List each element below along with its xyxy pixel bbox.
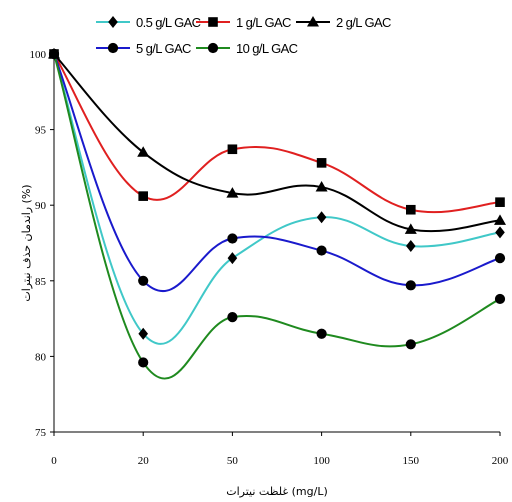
y-tick-label: 75 bbox=[35, 427, 47, 439]
data-point bbox=[406, 204, 416, 215]
y-tick-label: 85 bbox=[35, 276, 47, 288]
data-point bbox=[316, 245, 327, 256]
data-point bbox=[405, 280, 416, 291]
data-point bbox=[226, 187, 239, 198]
data-point bbox=[227, 252, 238, 265]
legend-item: 1 g/L GAC bbox=[196, 15, 292, 30]
legend-marker bbox=[207, 42, 219, 54]
data-point bbox=[316, 328, 327, 339]
data-point bbox=[138, 275, 149, 286]
series-line bbox=[53, 53, 501, 345]
series-line bbox=[53, 53, 501, 292]
data-point bbox=[227, 233, 238, 244]
data-point bbox=[404, 223, 417, 234]
series-line bbox=[53, 53, 501, 380]
data-point bbox=[315, 181, 328, 192]
data-point bbox=[138, 327, 148, 340]
x-tick-label: 50 bbox=[227, 455, 239, 467]
series-markers bbox=[48, 48, 506, 368]
legend: 0.5 g/L GAC 1 g/L GAC 2 g/L GAC 5 g/L GAC 10… bbox=[96, 15, 392, 56]
y-tick-label: 90 bbox=[35, 200, 47, 212]
legend-item: 5 g/L GAC bbox=[96, 41, 192, 56]
data-point bbox=[137, 146, 150, 157]
data-point bbox=[406, 240, 416, 253]
legend-marker bbox=[208, 17, 218, 27]
x-tick-label: 150 bbox=[403, 455, 420, 467]
x-ticks: 0 20 50 100 150 200 bbox=[51, 432, 509, 467]
data-point bbox=[316, 158, 327, 168]
y-tick-label: 100 bbox=[30, 49, 47, 61]
data-point bbox=[495, 197, 505, 207]
data-point bbox=[138, 357, 149, 368]
data-point bbox=[495, 226, 505, 239]
legend-item: 0.5 g/L GAC bbox=[96, 15, 201, 30]
data-point bbox=[494, 214, 506, 225]
legend-marker bbox=[307, 16, 319, 27]
legend-label: 0.5 g/L GAC bbox=[136, 15, 201, 30]
x-tick-label: 100 bbox=[313, 455, 330, 467]
y-tick-label: 80 bbox=[35, 351, 47, 363]
data-point bbox=[405, 339, 416, 350]
data-point bbox=[494, 253, 506, 264]
series-line bbox=[53, 53, 501, 233]
legend-marker bbox=[107, 42, 119, 54]
legend-label: 1 g/L GAC bbox=[236, 15, 291, 30]
legend-item: 10 g/L GAC bbox=[196, 41, 298, 56]
data-point bbox=[316, 211, 327, 224]
data-point bbox=[227, 144, 238, 155]
data-point bbox=[138, 191, 148, 201]
series-lines bbox=[53, 53, 501, 380]
x-axis-title: غلظت نیترات (mg/L) bbox=[226, 485, 328, 498]
y-ticks: 75 80 85 90 95 100 bbox=[30, 49, 54, 439]
x-tick-label: 20 bbox=[138, 455, 150, 467]
legend-label: 5 g/L GAC bbox=[136, 41, 191, 56]
x-tick-label: 200 bbox=[492, 455, 509, 467]
data-point bbox=[494, 293, 506, 305]
data-point bbox=[227, 311, 238, 323]
legend-item: 2 g/L GAC bbox=[296, 15, 392, 30]
legend-marker bbox=[108, 16, 118, 28]
plot-area: 75 80 85 90 95 100 0 20 50 100 150 200 bbox=[30, 48, 509, 467]
data-point bbox=[48, 48, 60, 60]
y-axis-title: راندمان حذف نیترات (%) bbox=[20, 184, 33, 301]
y-tick-label: 95 bbox=[35, 125, 47, 137]
legend-label: 2 g/L GAC bbox=[336, 15, 391, 30]
legend-label: 10 g/L GAC bbox=[236, 41, 298, 56]
x-tick-label: 0 bbox=[51, 455, 57, 467]
